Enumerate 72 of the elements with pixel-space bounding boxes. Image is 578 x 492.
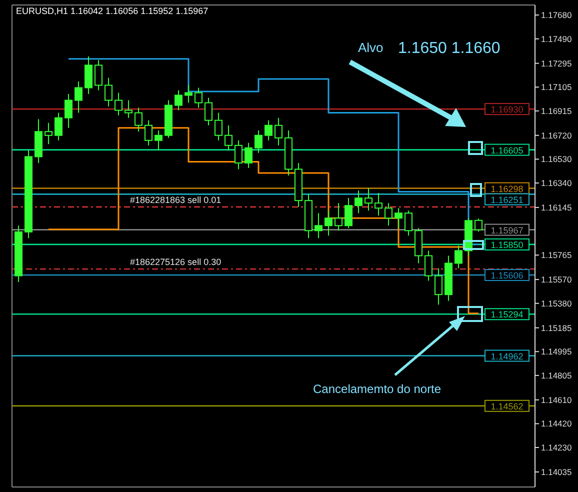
candlestick [334,202,342,232]
y-tick-label: 1.15570 [541,274,572,285]
candlestick [204,97,212,126]
candlestick [274,117,282,146]
candlestick [434,268,442,306]
y-tick-label: 1.17490 [541,34,572,44]
ref-line-label: 1.16930 [490,104,524,115]
annotation: Alvo [358,40,384,55]
candlestick [104,77,112,108]
annotation: EURUSD,H1 1.16042 1.16056 1.15952 1.15967 [16,6,208,16]
y-tick-label: 1.15765 [541,250,572,260]
ref-line-label: #1862281863 sell 0.01 [130,194,222,205]
candlestick [54,112,62,141]
y-tick-label: 1.16720 [541,130,572,140]
candlestick [144,120,152,146]
y-tick-label: 1.16340 [541,178,572,188]
candlestick [184,84,192,104]
candlestick [64,94,72,128]
y-tick-label: 1.15185 [541,322,572,333]
candlestick [134,107,142,132]
candlestick [214,112,222,141]
ref-line-label: 1.15606 [490,270,524,281]
y-tick-label: 1.16145 [541,202,572,212]
candlestick [84,56,92,95]
ref-line-label: 1.16298 [490,184,524,194]
y-tick-label: 1.14420 [541,418,572,429]
ref-line-label: 1.16605 [490,145,524,156]
candlestick [424,250,432,282]
candlestick [254,130,262,154]
candlestick [354,190,362,214]
ref-line-label: 1.16251 [490,194,524,205]
ref-line-label: 1.15967 [490,225,524,236]
candlestick [124,100,132,118]
y-tick-label: 1.14230 [541,442,572,453]
y-tick-label: 1.14610 [541,394,572,405]
candlestick [44,122,52,145]
y-tick-label: 1.14805 [541,370,572,380]
candlestick [154,130,162,151]
annotation: 1.1650 1.1660 [398,40,500,57]
candlestick [374,192,382,216]
candlestick [454,245,462,269]
candlestick [74,80,82,114]
candlestick [234,140,242,170]
candlestick [344,198,352,229]
ref-line-label: 1.15294 [490,310,524,320]
candlestick [394,208,402,229]
y-tick-label: 1.17105 [541,82,572,92]
candlestick [474,218,482,232]
candlestick [264,120,272,141]
candlestick [94,60,102,91]
y-tick-label: 1.16530 [541,154,572,164]
candlestick [364,188,372,212]
candlestick [174,90,182,111]
y-tick-label: 1.17680 [541,10,572,20]
ref-line-label: 1.14962 [490,351,524,362]
ref-line-label: 1.14562 [490,401,524,412]
candlestick [314,212,322,239]
y-tick-label: 1.16915 [541,106,572,116]
candlestick [194,87,202,108]
candlestick [324,210,332,236]
y-tick-label: 1.15380 [541,298,572,308]
candlestick [244,142,252,168]
annotation: Cancelamemto do norte [313,382,442,396]
candlestick [114,92,122,116]
y-tick-label: 1.14995 [541,346,572,357]
candlestick [384,202,392,226]
ref-line-label: #1862275126 sell 0.30 [130,257,222,268]
y-tick-label: 1.14035 [541,466,572,477]
ref-line-label: 1.15850 [490,240,524,250]
candlestick [404,210,412,236]
candlestick [224,124,232,151]
y-tick-label: 1.17295 [541,58,572,68]
